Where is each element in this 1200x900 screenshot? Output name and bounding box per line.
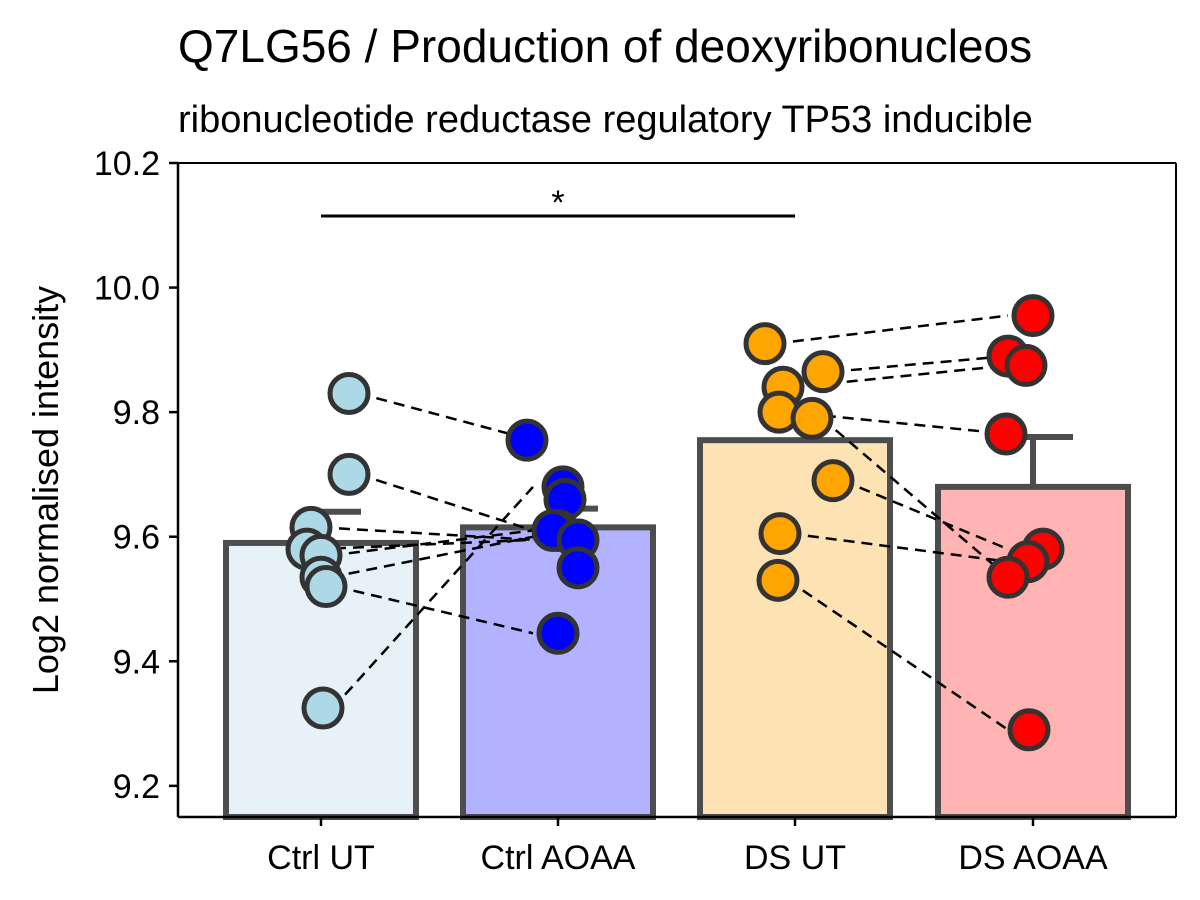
- data-point: [986, 555, 1030, 599]
- x-tick-label: Ctrl UT: [267, 839, 375, 877]
- data-point: [301, 686, 345, 730]
- data-point: [1004, 343, 1048, 387]
- bar: [697, 437, 893, 820]
- y-tick-label: 9.6: [113, 519, 160, 557]
- x-tick-label: DS UT: [744, 839, 846, 877]
- chart-subtitle: ribonucleotide reductase regulatory TP53…: [178, 99, 1033, 141]
- pair-line: [358, 473, 534, 532]
- data-point: [1007, 708, 1051, 752]
- pair-line: [774, 314, 1009, 345]
- pair-line: [332, 486, 534, 709]
- pair-line: [789, 532, 1009, 563]
- pair-line: [787, 579, 1009, 731]
- data-point: [790, 396, 834, 440]
- data-point: [556, 546, 600, 590]
- data-point: [327, 371, 371, 415]
- chart-title: Q7LG56 / Production of deoxyribonucleos: [178, 20, 1032, 72]
- y-tick-label: 10.0: [94, 270, 160, 308]
- y-tick-label: 9.4: [113, 643, 160, 681]
- pair-line: [358, 392, 534, 442]
- data-point: [756, 558, 800, 602]
- x-tick-label: DS AOAA: [958, 839, 1108, 877]
- data-point: [984, 412, 1028, 456]
- data-point: [536, 611, 580, 655]
- pair-line: [842, 479, 1009, 551]
- pair-line: [832, 354, 1009, 373]
- data-point: [743, 322, 787, 366]
- data-point: [327, 452, 371, 496]
- data-point: [758, 512, 802, 556]
- pair-line: [821, 417, 1009, 579]
- y-tick-label: 9.8: [113, 394, 160, 432]
- y-tick-label: 9.2: [113, 768, 160, 806]
- pair-line: [335, 585, 534, 635]
- data-point: [801, 350, 845, 394]
- data-point: [811, 459, 855, 503]
- y-axis-label: Log2 normalised intensity: [25, 286, 66, 694]
- pair-line: [330, 535, 534, 579]
- significance-label: *: [551, 184, 564, 222]
- pair-line: [330, 529, 534, 557]
- data-point: [1011, 294, 1055, 338]
- x-tick-label: Ctrl AOAA: [481, 839, 636, 877]
- data-point: [304, 565, 348, 609]
- data-point: [505, 418, 549, 462]
- y-tick-label: 10.2: [94, 145, 160, 183]
- plot-area: * 9.2 9.4 9.6 9.8 10.0 10.2 Ctrl UT Ctrl AOAA DS …: [94, 145, 1177, 877]
